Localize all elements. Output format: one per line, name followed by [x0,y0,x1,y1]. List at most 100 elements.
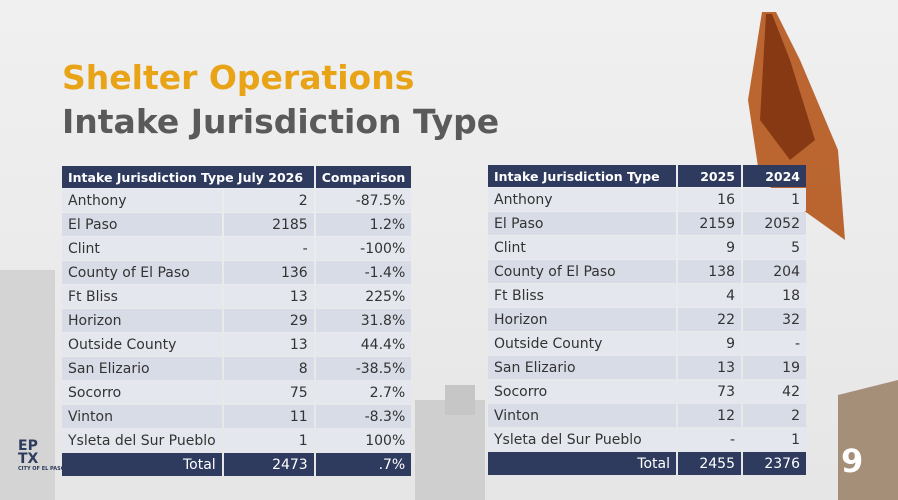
table-cell: Ft Bliss [488,284,676,307]
subtitle: Intake Jurisdiction Type [62,102,500,141]
total-cell: 2455 [678,452,741,475]
table-row: San Elizario 8 -38.5% [62,357,412,380]
table-cell: 32 [743,308,806,331]
total-cell: .7% [315,453,412,476]
table-cell: County of El Paso [62,261,222,284]
table-head: Intake Jurisdiction Type July 2026 Compar… [62,166,412,188]
table-cell: Clint [62,237,222,260]
right-table: Intake Jurisdiction Type 2025 2024 Anthony 1… [486,164,808,476]
table-cell: Vinton [488,404,676,427]
table-body: Anthony 16 1 El Paso 2159 2052 Clint 9 5 County o… [488,188,806,451]
table-cell: 44.4% [315,333,412,356]
table-cell: San Elizario [488,356,676,379]
table-cell: 2159 [678,212,741,235]
table-cell: 31.8% [315,309,412,332]
table-cell: 204 [743,260,806,283]
table-row: Ysleta del Sur Pueblo 1 100% [62,429,412,452]
table-cell: 225% [315,285,412,308]
table-row: Vinton 11 -8.3% [62,405,412,428]
table-row: County of El Paso 138 204 [488,260,806,283]
table-cell: 1 [223,429,314,452]
total-row: Total 2473.7% [62,453,412,476]
table-body: Anthony 2 -87.5% El Paso 2185 1.2% Clint - -100%… [62,189,412,452]
table-cell: 8 [223,357,314,380]
table-row: Horizon 22 32 [488,308,806,331]
table-cell: Horizon [488,308,676,331]
table-cell: 42 [743,380,806,403]
table-row: Clint 9 5 [488,236,806,259]
table-cell: 1 [743,188,806,211]
logo-text: EP [18,438,38,454]
total-row: Total 2455 2376 [488,452,806,475]
table-cell: 13 [678,356,741,379]
table-cell: 2 [223,189,314,212]
table-cell: 73 [678,380,741,403]
table-cell: Vinton [62,405,222,428]
table-cell: -1.4% [315,261,412,284]
table-cell: El Paso [488,212,676,235]
table-cell: Outside County [62,333,222,356]
table-cell: 5 [743,236,806,259]
table-row: Ft Bliss 13 225% [62,285,412,308]
table-row: El Paso 2159 2052 [488,212,806,235]
table-cell: El Paso [62,213,222,236]
header-cell: 2024 [743,165,806,187]
table-row: Outside County 13 44.4% [62,333,412,356]
table-cell: Ft Bliss [62,285,222,308]
table-cell: Ysleta del Sur Pueblo [488,428,676,451]
table-cell: - [743,332,806,355]
table-cell: County of El Paso [488,260,676,283]
table-cell: 16 [678,188,741,211]
table-cell: Horizon [62,309,222,332]
table-cell: -38.5% [315,357,412,380]
header-cell: Intake Jurisdiction Type [488,165,676,187]
table-cell: 19 [743,356,806,379]
table-cell: San Elizario [62,357,222,380]
logo-text: TX [18,451,39,467]
table-cell: 2052 [743,212,806,235]
table-row: Socorro 75 2.7% [62,381,412,404]
table-row: San Elizario 13 19 [488,356,806,379]
logo-caption: CITY OF EL PASO [18,466,65,472]
table-row: Socorro 73 42 [488,380,806,403]
header-row: Intake Jurisdiction Type July 2026 Compar… [62,166,412,188]
table-cell: Anthony [488,188,676,211]
table-head: Intake Jurisdiction Type 2025 2024 [488,165,806,187]
logo: EP TX CITY OF EL PASO [18,438,65,472]
table-cell: 100% [315,429,412,452]
table-row: Outside County 9- [488,332,806,355]
table-cell: - [223,237,314,260]
table-cell: 4 [678,284,741,307]
table-cell: -87.5% [315,189,412,212]
table-cell: Socorro [62,381,222,404]
table-cell: 12 [678,404,741,427]
table-foot: Total 2473.7% [62,453,412,476]
table-cell: Anthony [62,189,222,212]
table-cell: 136 [223,261,314,284]
table-row: Clint - -100% [62,237,412,260]
total-cell: 2376 [743,452,806,475]
table-row: Anthony 16 1 [488,188,806,211]
page-number: 9 [841,442,864,480]
table-cell: 138 [678,260,741,283]
header-cell: Intake Jurisdiction Type July 2026 [62,166,314,188]
total-cell: Total [62,453,222,476]
table-cell: Ysleta del Sur Pueblo [62,429,222,452]
total-cell: Total [488,452,676,475]
table-cell: Socorro [488,380,676,403]
table-cell: 13 [223,333,314,356]
table-row: Ft Bliss 4 18 [488,284,806,307]
table-cell: 2 [743,404,806,427]
table-cell: 1.2% [315,213,412,236]
header-row: Intake Jurisdiction Type 2025 2024 [488,165,806,187]
table-row: El Paso 2185 1.2% [62,213,412,236]
table-cell: 75 [223,381,314,404]
table-cell: - [678,428,741,451]
header-cell: 2025 [678,165,741,187]
table-row: County of El Paso 136 -1.4% [62,261,412,284]
table-cell: 1 [743,428,806,451]
table-foot: Total 2455 2376 [488,452,806,475]
table-cell: 11 [223,405,314,428]
table-cell: 18 [743,284,806,307]
table-cell: 13 [223,285,314,308]
